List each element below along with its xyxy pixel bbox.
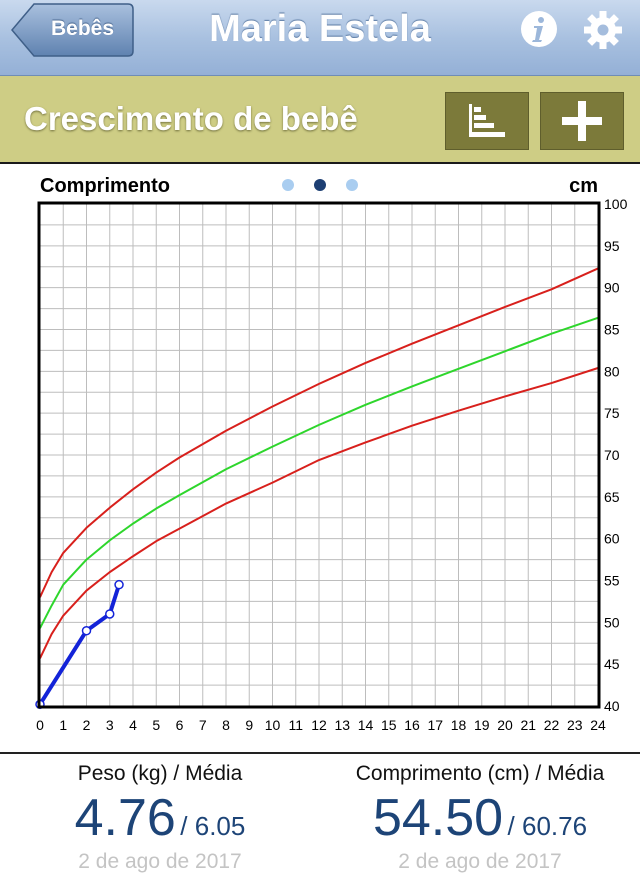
measurement-point[interactable]	[114, 579, 124, 590]
y-tick-label: 95	[604, 238, 620, 254]
chart-title: Comprimento	[40, 175, 170, 197]
y-axis-unit: cm	[569, 175, 598, 197]
x-tick-label: 13	[334, 717, 350, 733]
x-tick-label: 24	[590, 717, 606, 733]
x-tick-label: 3	[106, 717, 114, 733]
x-tick-label: 14	[358, 717, 374, 733]
x-tick-label: 22	[544, 717, 560, 733]
measurement-point[interactable]	[105, 609, 115, 619]
back-button[interactable]: Bebês	[10, 2, 135, 58]
y-tick-label: 100	[604, 196, 628, 212]
page-dot[interactable]	[346, 179, 358, 191]
page-dot[interactable]	[314, 179, 326, 191]
chart-svg: Comprimento cm 0 1 2 3 4 5 6 7 8 9 10 11 12 13 14 15 16 1…	[35, 175, 628, 733]
x-tick-label: 23	[567, 717, 583, 733]
reference-curve	[39, 267, 599, 598]
y-tick-label: 70	[604, 447, 620, 463]
y-tick-label: 85	[604, 322, 620, 338]
y-tick-label: 65	[604, 489, 620, 505]
length-chart: Comprimento cm 0 1 2 3 4 5 6 7 8 9 10 11 12 13 14 15 16 1…	[0, 164, 640, 752]
back-button-label: Bebês	[50, 17, 115, 40]
bar-list-icon	[469, 104, 505, 137]
length-values: 54.50 / 60.76	[320, 788, 640, 848]
navigation-bar: Bebês Maria Estela	[0, 0, 640, 76]
gear-icon[interactable]	[582, 9, 624, 51]
info-icon[interactable]	[519, 9, 559, 49]
y-tick-label: 40	[604, 698, 620, 714]
reference-curve	[39, 367, 599, 659]
add-button[interactable]	[540, 92, 624, 150]
x-tick-label: 11	[288, 717, 303, 733]
weight-value: 4.76	[74, 789, 176, 847]
x-tick-label: 17	[427, 717, 443, 733]
measurement-line	[38, 584, 121, 706]
x-tick-label: 8	[222, 717, 230, 733]
page-dot[interactable]	[282, 179, 294, 191]
weight-stat: Peso (kg) / Média 4.76 / 6.05 2 de ago d…	[0, 754, 320, 874]
length-average: / 60.76	[507, 811, 588, 841]
baby-name-title: Maria Estela	[209, 8, 431, 50]
length-value: 54.50	[372, 789, 504, 847]
length-stat: Comprimento (cm) / Média 54.50 / 60.76 2…	[320, 754, 640, 874]
y-tick-label: 80	[604, 363, 620, 379]
x-tick-label: 19	[474, 717, 490, 733]
y-tick-label: 45	[604, 656, 620, 672]
plus-icon	[562, 101, 602, 141]
x-tick-label: 6	[176, 717, 184, 733]
back-button-shape	[11, 3, 134, 57]
list-button[interactable]	[445, 92, 529, 150]
x-tick-label: 18	[451, 717, 467, 733]
x-tick-label: 15	[381, 717, 397, 733]
weight-average: / 6.05	[180, 811, 246, 841]
section-bar: Crescimento de bebê	[0, 76, 640, 164]
weight-values: 4.76 / 6.05	[0, 788, 320, 848]
y-tick-label: 90	[604, 280, 620, 296]
reference-curve	[39, 316, 599, 629]
plot-frame	[37, 201, 601, 709]
y-tick-label: 50	[604, 614, 620, 630]
x-tick-label: 9	[245, 717, 253, 733]
weight-date: 2 de ago de 2017	[78, 850, 242, 873]
x-tick-label: 7	[199, 717, 207, 733]
length-label: Comprimento (cm) / Média	[355, 762, 605, 785]
x-tick-label: 12	[311, 717, 327, 733]
x-tick-label: 2	[83, 717, 91, 733]
x-tick-label: 21	[520, 717, 536, 733]
weight-label: Peso (kg) / Média	[77, 762, 243, 785]
divider	[0, 752, 640, 754]
x-tick-label: 1	[59, 717, 67, 733]
y-tick-label: 75	[604, 405, 620, 421]
x-tick-label: 20	[497, 717, 513, 733]
x-tick-label: 5	[152, 717, 160, 733]
x-tick-label: 16	[404, 717, 420, 733]
x-tick-label: 0	[36, 717, 44, 733]
y-tick-label: 55	[604, 573, 620, 589]
x-tick-label: 10	[265, 717, 281, 733]
section-title: Crescimento de bebê	[24, 100, 358, 137]
measurement-point[interactable]	[81, 625, 92, 636]
length-date: 2 de ago de 2017	[398, 850, 562, 873]
x-tick-label: 4	[129, 717, 137, 733]
y-tick-label: 60	[604, 531, 620, 547]
